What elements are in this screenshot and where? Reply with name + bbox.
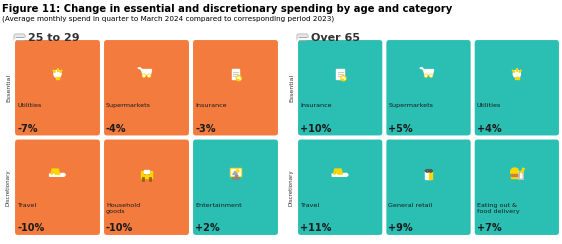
Text: -10%: -10%: [106, 223, 133, 233]
Polygon shape: [519, 172, 523, 179]
Text: Insurance: Insurance: [300, 103, 332, 108]
Text: Utilities: Utilities: [477, 103, 501, 108]
Circle shape: [143, 74, 146, 77]
Bar: [424, 171, 430, 179]
Bar: [515, 78, 519, 79]
Circle shape: [143, 75, 144, 76]
Polygon shape: [423, 70, 433, 75]
Polygon shape: [334, 169, 342, 174]
Text: General retail: General retail: [388, 203, 433, 208]
Text: Household
goods: Household goods: [106, 203, 140, 214]
Text: Essential: Essential: [6, 74, 11, 102]
Bar: [56, 75, 60, 78]
Bar: [515, 75, 519, 78]
FancyBboxPatch shape: [192, 139, 279, 236]
Circle shape: [148, 75, 149, 76]
Text: Entertainment: Entertainment: [195, 203, 242, 208]
Text: +9%: +9%: [388, 223, 413, 233]
Circle shape: [511, 168, 519, 176]
Polygon shape: [142, 70, 152, 75]
Circle shape: [430, 75, 432, 76]
FancyBboxPatch shape: [474, 39, 560, 136]
Polygon shape: [332, 173, 348, 176]
Bar: [230, 168, 241, 176]
Text: Discretionary: Discretionary: [6, 169, 11, 205]
FancyBboxPatch shape: [14, 39, 101, 136]
Text: +5%: +5%: [388, 123, 413, 133]
Text: +10%: +10%: [300, 123, 332, 133]
FancyBboxPatch shape: [14, 34, 25, 43]
Text: Discretionary: Discretionary: [289, 169, 294, 205]
Text: Insurance: Insurance: [195, 103, 226, 108]
Text: +2%: +2%: [195, 223, 220, 233]
Bar: [147, 170, 149, 173]
Bar: [429, 171, 433, 179]
Bar: [511, 175, 519, 178]
FancyBboxPatch shape: [297, 139, 383, 236]
Text: +11%: +11%: [300, 223, 332, 233]
FancyBboxPatch shape: [192, 39, 279, 136]
Text: Eating out &
food delivery: Eating out & food delivery: [477, 203, 519, 214]
FancyBboxPatch shape: [297, 34, 308, 43]
Circle shape: [429, 74, 433, 77]
FancyBboxPatch shape: [103, 39, 190, 136]
Polygon shape: [52, 169, 60, 174]
FancyBboxPatch shape: [386, 39, 472, 136]
Bar: [231, 169, 240, 175]
FancyBboxPatch shape: [103, 139, 190, 236]
Bar: [142, 171, 152, 178]
Text: Essential: Essential: [289, 74, 294, 102]
Circle shape: [237, 170, 239, 172]
FancyBboxPatch shape: [474, 139, 560, 236]
Text: -10%: -10%: [17, 223, 44, 233]
Circle shape: [425, 75, 427, 76]
Text: +4%: +4%: [477, 123, 501, 133]
FancyBboxPatch shape: [386, 139, 472, 236]
Text: Over 65: Over 65: [311, 33, 360, 43]
Polygon shape: [233, 171, 238, 174]
Bar: [511, 174, 519, 176]
Text: +7%: +7%: [477, 223, 501, 233]
Bar: [56, 78, 60, 79]
Bar: [144, 172, 146, 174]
Text: -3%: -3%: [195, 123, 215, 133]
Circle shape: [54, 70, 61, 78]
Text: Travel: Travel: [300, 203, 319, 208]
Text: Supermarkets: Supermarkets: [388, 103, 433, 108]
Bar: [148, 172, 149, 174]
Bar: [336, 69, 344, 79]
Circle shape: [513, 70, 520, 78]
Text: Travel: Travel: [17, 203, 37, 208]
Circle shape: [236, 76, 241, 81]
FancyBboxPatch shape: [14, 139, 101, 236]
Text: Supermarkets: Supermarkets: [106, 103, 151, 108]
Text: Figure 11: Change in essential and discretionary spending by age and category: Figure 11: Change in essential and discr…: [2, 4, 452, 14]
Text: 25 to 29: 25 to 29: [28, 33, 80, 43]
Bar: [232, 69, 239, 79]
Circle shape: [424, 74, 428, 77]
Text: (Average monthly spend in quarter to March 2024 compared to corresponding period: (Average monthly spend in quarter to Mar…: [2, 16, 334, 22]
Text: Utilities: Utilities: [17, 103, 42, 108]
Circle shape: [148, 74, 151, 77]
Polygon shape: [49, 173, 65, 176]
Text: -4%: -4%: [106, 123, 126, 133]
Polygon shape: [334, 171, 335, 174]
FancyBboxPatch shape: [297, 39, 383, 136]
Polygon shape: [51, 171, 52, 174]
Bar: [144, 170, 146, 173]
Text: -7%: -7%: [17, 123, 38, 133]
Circle shape: [341, 76, 346, 81]
